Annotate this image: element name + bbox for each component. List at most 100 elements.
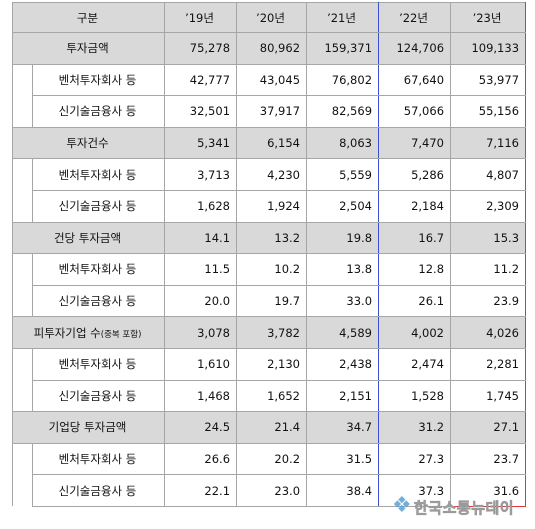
cell-value: 109,133 — [450, 32, 527, 65]
indent-cell — [12, 158, 33, 191]
cell-value: 76,802 — [306, 63, 380, 97]
group-label: 기업당 투자금액 — [11, 411, 166, 444]
cell-value: 14.1 — [164, 221, 238, 255]
cell-value: 1,468 — [164, 379, 238, 413]
cell-value: 31.2 — [378, 411, 452, 444]
cell-value: 1,628 — [164, 189, 238, 223]
cell-value: 42,777 — [164, 63, 238, 97]
row-label: 신기술금융사 등 — [31, 189, 166, 223]
header-category: 구분 — [11, 2, 166, 33]
row-label: 벤처투자회사 등 — [31, 253, 166, 286]
cell-value: 33.0 — [306, 284, 380, 318]
indent-cell — [12, 474, 33, 507]
row-label: 신기술금융사 등 — [31, 95, 166, 128]
cell-value: 11.2 — [450, 253, 527, 286]
row-label: 벤처투자회사 등 — [31, 347, 166, 381]
cell-value: 1,652 — [236, 379, 308, 413]
cell-value: 19.7 — [236, 284, 308, 318]
cell-value: 27.3 — [378, 442, 452, 476]
cell-value: 34.7 — [306, 411, 380, 444]
cell-value: 4,589 — [306, 316, 380, 349]
cell-value: 3,713 — [164, 158, 238, 191]
cell-value: 37.3 — [378, 474, 452, 507]
cell-value: 19.8 — [306, 221, 380, 255]
header-year: ’23년 — [450, 2, 527, 33]
indent-cell — [12, 348, 33, 381]
cell-value: 5,559 — [306, 158, 380, 191]
cell-value: 2,281 — [450, 347, 527, 381]
cell-value: 11.5 — [164, 253, 238, 286]
cell-value: 2,474 — [378, 347, 452, 381]
cell-value: 31.6 — [450, 474, 527, 507]
cell-value: 8,063 — [306, 126, 380, 160]
investment-table: 구분 ’19년 ’20년 ’21년 ’22년 ’23년 투자금액 75,278 80… — [11, 2, 527, 507]
row-label: 벤처투자회사 등 — [31, 63, 166, 97]
cell-value: 55,156 — [450, 95, 527, 128]
cell-value: 32,501 — [164, 95, 238, 128]
cell-value: 3,782 — [236, 316, 308, 349]
cell-value: 53,977 — [450, 63, 527, 97]
cell-value: 43,045 — [236, 63, 308, 97]
cell-value: 15.3 — [450, 221, 527, 255]
cell-value: 2,438 — [306, 347, 380, 381]
header-year: ’21년 — [306, 2, 380, 33]
cell-value: 4,026 — [450, 316, 527, 349]
cell-value: 2,504 — [306, 189, 380, 223]
cell-value: 27.1 — [450, 411, 527, 444]
row-label: 신기술금융사 등 — [31, 379, 166, 413]
cell-value: 2,309 — [450, 189, 527, 223]
cell-value: 4,230 — [236, 158, 308, 191]
row-label: 벤처투자회사 등 — [31, 158, 166, 191]
group-label: 건당 투자금액 — [11, 221, 166, 255]
cell-value: 1,745 — [450, 379, 527, 413]
cell-value: 5,286 — [378, 158, 452, 191]
table-row: 벤처투자회사 등 26.6 20.2 31.5 27.3 23.7 — [12, 442, 527, 476]
cell-value: 16.7 — [378, 221, 452, 255]
cell-value: 13.8 — [306, 253, 380, 286]
table-row: 신기술금융사 등 20.0 19.7 33.0 26.1 23.9 — [12, 284, 527, 318]
cell-value: 10.2 — [236, 253, 308, 286]
indent-cell — [12, 95, 33, 128]
row-label: 신기술금융사 등 — [31, 284, 166, 318]
header-year: ’20년 — [236, 2, 308, 33]
indent-cell — [12, 443, 33, 475]
cell-value: 37,917 — [236, 95, 308, 128]
cell-value: 20.2 — [236, 442, 308, 476]
cell-value: 6,154 — [236, 126, 308, 160]
group-label-note: (중복 포함) — [100, 329, 142, 340]
cell-value: 26.1 — [378, 284, 452, 318]
cell-value: 20.0 — [164, 284, 238, 318]
group-label: 피투자기업 수(중복 포함) — [11, 316, 166, 349]
watermark-text: 한국소통뉴데이 — [414, 499, 515, 518]
table-row: 신기술금융사 등 22.1 23.0 38.4 37.3 31.6 — [12, 474, 527, 507]
indent-cell — [12, 380, 33, 412]
cell-value: 23.9 — [450, 284, 527, 318]
table-row: 신기술금융사 등 1,468 1,652 2,151 1,528 1,745 — [12, 379, 527, 413]
row-label: 신기술금융사 등 — [31, 474, 166, 507]
cell-value: 2,151 — [306, 379, 380, 413]
table-row: 벤처투자회사 등 3,713 4,230 5,559 5,286 4,807 — [12, 158, 527, 191]
table-header-row: 구분 ’19년 ’20년 ’21년 ’22년 ’23년 — [11, 2, 527, 33]
cell-value: 4,807 — [450, 158, 527, 191]
cell-value: 23.7 — [450, 442, 527, 476]
cell-value: 2,184 — [378, 189, 452, 223]
cell-value: 7,116 — [450, 126, 527, 160]
header-year: ’19년 — [164, 2, 238, 33]
cell-value: 13.2 — [236, 221, 308, 255]
cell-value: 38.4 — [306, 474, 380, 507]
header-year: ’22년 — [378, 2, 452, 33]
cell-value: 4,002 — [378, 316, 452, 349]
cell-value: 31.5 — [306, 442, 380, 476]
row-label: 벤처투자회사 등 — [31, 442, 166, 476]
cell-value: 2,130 — [236, 347, 308, 381]
watermark: ❖ 한국소통뉴데이 — [392, 493, 532, 525]
indent-cell — [12, 190, 33, 223]
group-row: 기업당 투자금액 24.5 21.4 34.7 31.2 27.1 — [11, 411, 527, 444]
cell-value: 1,924 — [236, 189, 308, 223]
table-row: 벤처투자회사 등 1,610 2,130 2,438 2,474 2,281 — [12, 347, 527, 381]
cell-value: 26.6 — [164, 442, 238, 476]
table-row: 벤처투자회사 등 42,777 43,045 76,802 67,640 53,977 — [12, 63, 527, 97]
cell-value: 23.0 — [236, 474, 308, 507]
table-row: 벤처투자회사 등 11.5 10.2 13.8 12.8 11.2 — [12, 253, 527, 286]
watermark-logo-icon: ❖ — [392, 493, 412, 518]
